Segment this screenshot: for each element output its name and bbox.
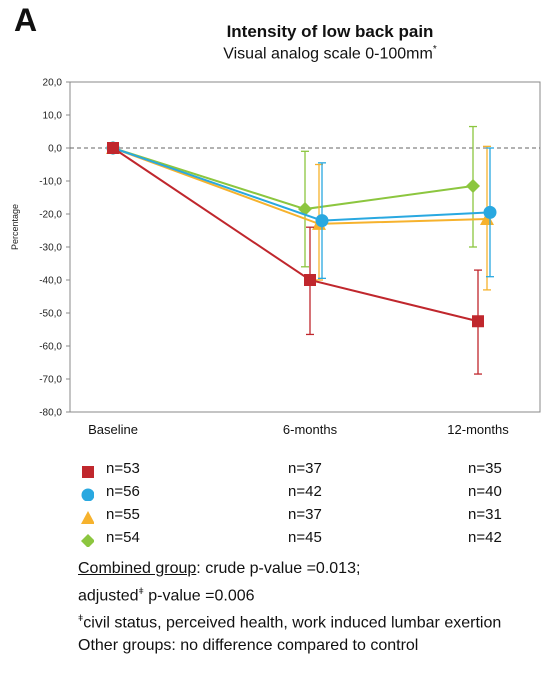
other-groups-note: Other groups: no difference compared to … [78, 636, 419, 654]
y-tick-label: -60,0 [39, 342, 62, 353]
n-cell: n=37 [288, 460, 322, 477]
chart-marks [106, 125, 497, 375]
point-circle [483, 205, 497, 219]
n-cell: n=42 [468, 529, 502, 546]
legend-circle-icon [81, 488, 94, 501]
n-cell: n=53 [106, 460, 140, 477]
covariates-note: ǂcivil status, perceived health, work in… [78, 607, 548, 634]
n-cell: n=54 [106, 529, 140, 546]
adjusted-note: adjustedǂ p-value =0.006 [78, 580, 548, 607]
covariates-text: civil status, perceived health, work ind… [83, 614, 502, 632]
y-tick-label: 10,0 [43, 111, 63, 122]
legend-diamond-icon [81, 534, 94, 547]
x-category-label: 6-months [283, 422, 338, 437]
n-table-row: n=56 n=42 n=40 [78, 483, 538, 506]
chart-plot: 20,0 10,0 0,0 -10,0 -20,0 -30,0 -40,0 -50,0 -60,… [10, 78, 541, 437]
y-tick-label: -30,0 [39, 243, 62, 254]
n-cell: n=31 [468, 506, 502, 523]
n-table-row: n=53 n=37 n=35 [78, 460, 538, 483]
point-circle [315, 214, 329, 228]
combined-group-label: Combined group [78, 560, 197, 577]
y-tick-label: -70,0 [39, 375, 62, 386]
chart-frame: 20,0 10,0 0,0 -10,0 -20,0 -30,0 -40,0 -50,0 -60,… [10, 78, 541, 437]
n-table-row: n=54 n=45 n=42 [78, 529, 538, 552]
combined-group-note: Combined group: crude p-value =0.013; [78, 558, 548, 580]
x-category-label: 12-months [447, 422, 509, 437]
chart-title: Intensity of low back pain [226, 22, 434, 41]
sample-size-table: n=53 n=37 n=35 n=56 n=42 n=40 n=55 n=37 n=31 n=54… [78, 460, 538, 552]
legend-triangle-icon [81, 511, 94, 524]
y-axis-label: Percentage [10, 204, 20, 250]
y-tick-label: 0,0 [48, 144, 62, 155]
adjusted-pre: adjusted [78, 587, 139, 605]
chart-subtitle-text: Visual analog scale 0-100mm [223, 45, 433, 63]
point-diamond [466, 178, 480, 193]
legend-square-icon [82, 466, 94, 478]
point-square [107, 142, 119, 154]
y-tick-label: -80,0 [39, 408, 62, 419]
point-diamond [81, 534, 94, 547]
n-table-row: n=55 n=37 n=31 [78, 506, 538, 529]
series-square [107, 142, 484, 375]
y-tick-label: -50,0 [39, 309, 62, 320]
series-line [112, 147, 479, 323]
adjusted-post: p-value =0.006 [143, 587, 255, 605]
point-circle [81, 488, 94, 501]
n-cell: n=37 [288, 506, 322, 523]
n-cell: n=56 [106, 483, 140, 500]
x-category-label: Baseline [88, 422, 138, 437]
point-square [472, 315, 484, 328]
point-square [82, 466, 94, 478]
n-cell: n=45 [288, 529, 322, 546]
adjusted-mark: ǂ [138, 586, 144, 596]
chart-subtitle: Visual analog scale 0-100mm* [170, 44, 490, 63]
subtitle-asterisk: * [432, 44, 437, 55]
y-tick-label: -20,0 [39, 210, 62, 221]
civil-mark: ǂ [78, 613, 84, 624]
footnotes: Combined group: crude p-value =0.013; ad… [78, 558, 548, 657]
n-cell: n=42 [288, 483, 322, 500]
y-tick-label: -10,0 [39, 177, 62, 188]
point-triangle [81, 511, 94, 524]
y-tick-label: -40,0 [39, 276, 62, 287]
series-line [112, 147, 474, 211]
combined-group-text: : crude p-value =0.013; [196, 560, 361, 577]
n-cell: n=55 [106, 506, 140, 523]
point-square [304, 274, 316, 286]
n-cell: n=40 [468, 483, 502, 500]
n-cell: n=35 [468, 460, 502, 477]
y-tick-label: 20,0 [43, 78, 63, 89]
panel-label: A [14, 2, 38, 38]
